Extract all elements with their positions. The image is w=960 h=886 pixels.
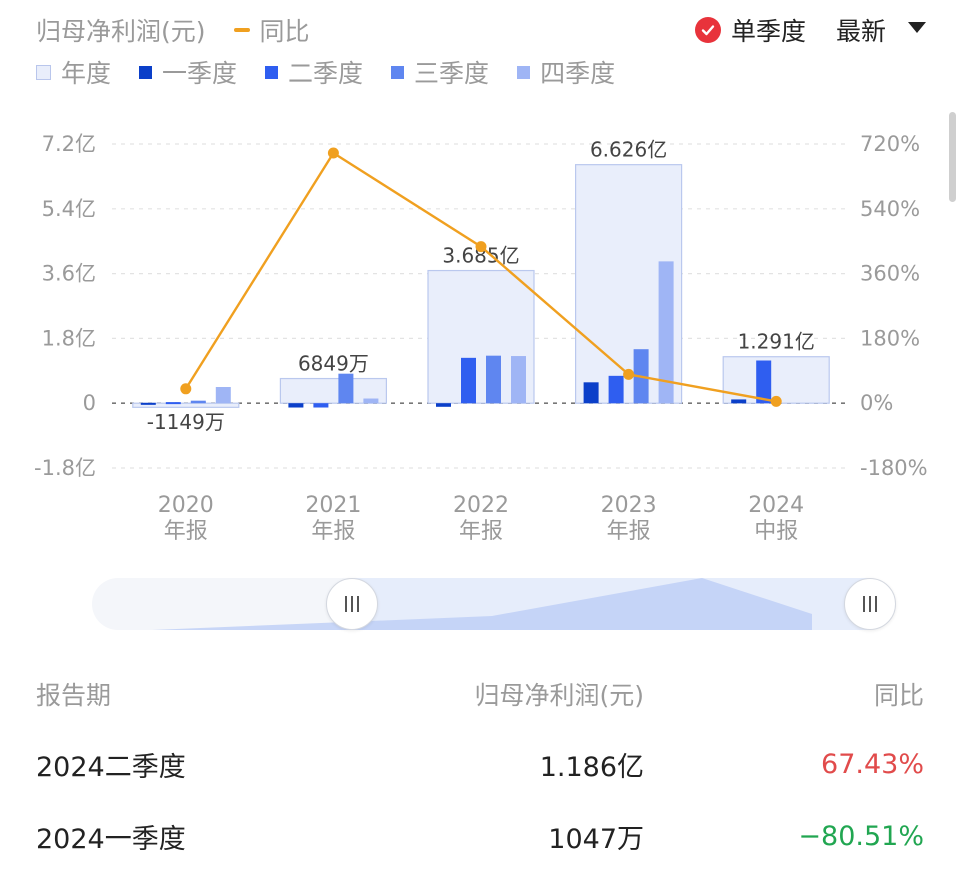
legend-swatch [517,65,531,79]
header-value: 归母净利润(元) [474,681,644,710]
legend-label: 年度 [61,59,112,88]
row-value: 1047万 [548,823,644,855]
table-header: 报告期 归母净利润(元) 同比 [36,660,924,728]
y-left-tick-label: 3.6亿 [42,262,96,286]
legend-swatch [36,64,51,80]
quarter-bar [313,403,329,408]
y-left-tick-label: 7.2亿 [42,132,96,156]
legend-label: 三季度 [414,59,490,88]
quarter-bar [731,399,747,404]
x-tick-kind: 年报 [607,519,651,544]
x-tick-kind: 年报 [311,519,355,544]
series-legend: 年度 一季度 二季度 三季度 四季度 [36,54,643,90]
yoy-point [770,395,782,407]
row-period: 2024一季度 [36,823,186,855]
quarter-bar [583,382,599,404]
x-tick-year: 2021 [305,493,361,518]
legend-item-4[interactable]: 四季度 [517,54,615,90]
y-left-tick-label: 1.8亿 [42,326,96,350]
annual-data-label: 6.626亿 [590,138,667,162]
table-row[interactable]: 2024二季度 1.186亿 67.43% [36,728,924,800]
metric-title: 归母净利润(元) [36,12,206,48]
legend-label: 一季度 [162,59,238,88]
y-left-tick-label: 0 [83,391,96,415]
quarter-bar [436,403,451,407]
row-yoy: −80.51% [798,820,924,852]
quarter-bar [338,373,354,404]
quarter-bar [288,403,304,408]
x-tick-year: 2020 [158,493,214,518]
legend-swatch [391,65,405,79]
annual-data-label: 1.291亿 [738,330,815,354]
table-row[interactable]: 2024一季度 1047万 −80.51% [36,800,924,872]
x-tick-kind: 中报 [754,519,798,544]
data-table: 报告期 归母净利润(元) 同比 2024二季度 1.186亿 67.43% 20… [36,660,924,872]
yoy-line-swatch [233,28,250,32]
row-value: 1.186亿 [539,751,644,783]
annual-bar [722,356,830,404]
legend-item-0[interactable]: 年度 [36,54,111,90]
x-tick-year: 2024 [748,493,804,518]
single-quarter-label: 单季度 [730,17,806,46]
quarter-bar [511,356,526,404]
range-preview [152,578,812,630]
period-toggle[interactable]: 单季度 最新 [694,12,926,48]
yoy-point [623,368,635,380]
sort-label[interactable]: 最新 [835,17,886,46]
yoy-point [327,147,339,159]
x-tick-year: 2022 [453,493,509,518]
quarter-bar [756,360,772,404]
legend-label: 四季度 [540,59,616,88]
y-right-tick-label: 0% [860,391,893,415]
header-period: 报告期 [36,681,112,710]
y-right-tick-label: 720% [860,132,920,156]
legend-label: 二季度 [288,59,364,88]
legend-yoy[interactable]: 同比 [233,12,310,48]
y-right-tick-label: -180% [860,456,928,480]
legend-yoy-label: 同比 [259,17,310,46]
quarter-bar [190,400,206,404]
legend-item-2[interactable]: 二季度 [265,54,363,90]
metric-title-text: 归母净利润(元) [36,17,206,46]
yoy-point [180,383,192,395]
y-right-tick-label: 540% [860,197,920,221]
y-left-tick-label: 5.4亿 [42,197,96,221]
legend-swatch [265,65,279,79]
x-tick-kind: 年报 [459,519,503,544]
y-right-tick-label: 360% [860,262,920,286]
annual-bar [132,402,240,408]
x-tick-kind: 年报 [164,519,208,544]
quarter-bar [486,355,501,404]
y-right-tick-label: 180% [860,326,920,350]
range-handle-left[interactable] [326,578,378,630]
range-handle-right[interactable] [844,578,896,630]
legend-item-3[interactable]: 三季度 [391,54,489,90]
check-icon [694,17,721,43]
quarter-bar [363,398,379,404]
legend-swatch [139,65,153,79]
quarter-bar [461,357,476,404]
quarter-bar [165,402,181,405]
header-legend: 归母净利润(元) 同比 [36,12,338,48]
chart-svg: 7.2亿 720% 5.4亿 540% 3.6亿 360% 1.8亿 180% 0 0% -1.8亿… [34,132,928,544]
quarter-bar [215,387,231,404]
annual-data-label: 6849万 [298,352,369,376]
row-period: 2024二季度 [36,751,186,783]
x-tick-year: 2023 [601,493,657,518]
row-yoy: 67.43% [821,748,924,780]
chevron-down-icon[interactable] [908,21,926,33]
quarter-bar [658,261,674,404]
annual-data-label: -1149万 [147,410,225,434]
header-yoy: 同比 [873,681,924,710]
y-left-tick-label: -1.8亿 [34,456,96,480]
page-scrollbar[interactable] [949,112,956,202]
yoy-point [475,241,487,253]
quarter-bar [608,375,624,404]
legend-item-1[interactable]: 一季度 [139,54,237,90]
range-slider[interactable] [92,578,892,630]
quarter-bar [140,402,156,405]
